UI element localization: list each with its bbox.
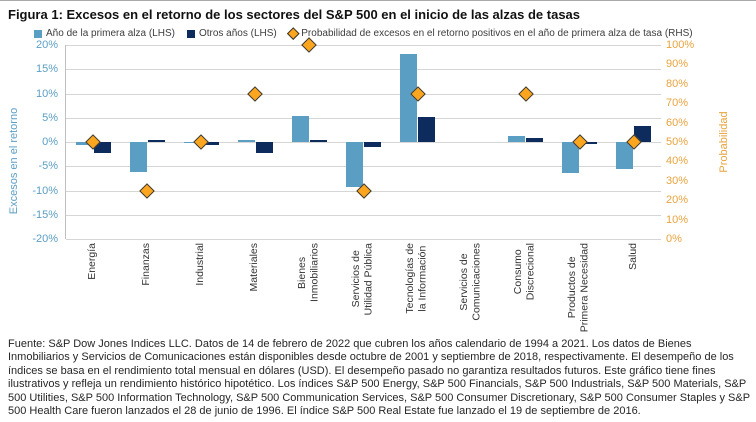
category-label: Servicios de Utilidad Pública: [350, 243, 375, 316]
category-label: Finanzas: [139, 243, 152, 286]
bar-otros-anos: [526, 137, 544, 142]
bar-primera-alza: [616, 142, 634, 170]
legend-square-marker-icon: [34, 29, 42, 38]
left-axis-tick: 10%: [35, 87, 58, 100]
bar-otros-anos: [255, 142, 273, 153]
category-label: Materiales: [248, 243, 261, 292]
legend-item: Año de la primera alza (LHS): [34, 28, 175, 39]
probability-diamond-icon: [301, 37, 318, 53]
probability-diamond-icon: [247, 85, 264, 102]
category-label-cell: Finanzas: [119, 243, 173, 335]
right-axis-tick: 50%: [666, 136, 689, 148]
plot-area: [65, 37, 661, 240]
category-label: Salud: [626, 243, 639, 270]
category-label: Energía: [85, 243, 98, 280]
gridline: [66, 214, 661, 216]
bar-otros-anos: [201, 142, 219, 145]
left-axis-tick: -15%: [32, 208, 58, 221]
bar-otros-anos: [634, 125, 652, 142]
category-label-cell: Consumo Discrecional: [498, 243, 552, 335]
probability-diamond-icon: [193, 134, 209, 150]
bar-primera-alza: [562, 142, 580, 173]
left-axis-tick: 5%: [42, 111, 58, 124]
gridline: [66, 45, 661, 46]
category-label: Productos de Primera Necesidad: [566, 243, 591, 333]
right-axis-tick: 90%: [666, 58, 689, 71]
bar-otros-anos: [418, 117, 436, 142]
category-label-cell: Servicios de Utilidad Pública: [335, 243, 389, 335]
legend-square-marker-icon: [186, 29, 195, 38]
bar-primera-alza: [400, 53, 418, 142]
bar-primera-alza: [291, 116, 309, 142]
bar-otros-anos: [93, 142, 111, 154]
category-label-cell: Materiales: [227, 243, 281, 335]
chart-area: Excesos en el retorno Probabilidad Energ…: [0, 1, 756, 341]
legend-label: Otros años (LHS): [198, 28, 277, 39]
right-axis-tick: 40%: [666, 155, 689, 168]
bar-primera-alza: [508, 135, 526, 142]
bar-otros-anos: [309, 140, 327, 142]
right-axis-tick: 0%: [666, 233, 682, 245]
right-axis-tick: 30%: [666, 174, 689, 187]
bar-primera-alza: [237, 139, 255, 142]
bar-primera-alza: [75, 142, 93, 146]
figure-title: Figura 1: Excesos en el retorno de los s…: [8, 7, 581, 22]
category-label: Tecnologías de la Información: [404, 243, 429, 314]
legend-label: Año de la primera alza (LHS): [46, 28, 175, 39]
category-label: Industrial: [193, 243, 206, 286]
bar-primera-alza: [183, 142, 201, 143]
left-axis-tick: 15%: [35, 63, 58, 76]
chart-legend: Año de la primera alza (LHS) Otros años (…: [34, 27, 693, 40]
category-label-cell: Servicios de Comunicaciones: [444, 243, 498, 335]
category-label-cell: Productos de Primera Necesidad: [552, 243, 606, 335]
bar-primera-alza: [129, 142, 147, 173]
right-axis-tick: 60%: [666, 116, 689, 129]
probability-diamond-icon: [517, 85, 534, 102]
category-label-cell: Salud: [606, 243, 660, 335]
bar-primera-alza: [346, 142, 363, 187]
probability-diamond-icon: [139, 182, 155, 199]
gridline: [66, 93, 661, 95]
left-axis-tick: -10%: [32, 184, 58, 197]
category-label-cell: Bienes Inmobiliarios: [281, 243, 335, 335]
legend-item: Otros años (LHS): [186, 28, 277, 39]
left-axis-tick: 20%: [35, 39, 58, 51]
legend-label: Probabilidad de excesos en el retorno po…: [301, 28, 693, 39]
right-axis-title: Probabilidad: [718, 111, 730, 173]
bar-otros-anos: [147, 139, 165, 142]
legend-item: Probabilidad de excesos en el retorno po…: [287, 27, 693, 40]
right-axis-tick: 70%: [666, 97, 689, 110]
right-axis-tick: 10%: [666, 213, 689, 226]
left-axis-tick: 0%: [42, 136, 58, 148]
gridline: [66, 117, 661, 119]
right-axis-tick: 80%: [666, 77, 689, 90]
category-label: Servicios de Comunicaciones: [458, 243, 483, 321]
category-label-cell: Energía: [65, 243, 119, 335]
category-label: Consumo Discrecional: [512, 243, 537, 301]
gridline: [66, 166, 661, 168]
category-label-cell: Tecnologías de la Información: [390, 243, 444, 335]
category-label-cell: Industrial: [173, 243, 227, 335]
bar-otros-anos: [580, 142, 598, 144]
right-axis-tick: 20%: [666, 194, 689, 207]
x-axis-labels: Energía Finanzas Industrial Materiales Biene…: [65, 243, 660, 335]
gridline: [66, 69, 661, 71]
left-axis-tick: -20%: [32, 233, 58, 245]
category-label: Bienes Inmobiliarios: [295, 243, 321, 302]
gridline: [66, 142, 661, 143]
right-axis-tick: 100%: [666, 39, 695, 51]
gridline: [66, 239, 661, 240]
left-axis-tick: -5%: [38, 160, 58, 173]
source-footnote: Fuente: S&P Dow Jones Indices LLC. Datos…: [8, 338, 750, 418]
bar-otros-anos: [364, 142, 381, 147]
